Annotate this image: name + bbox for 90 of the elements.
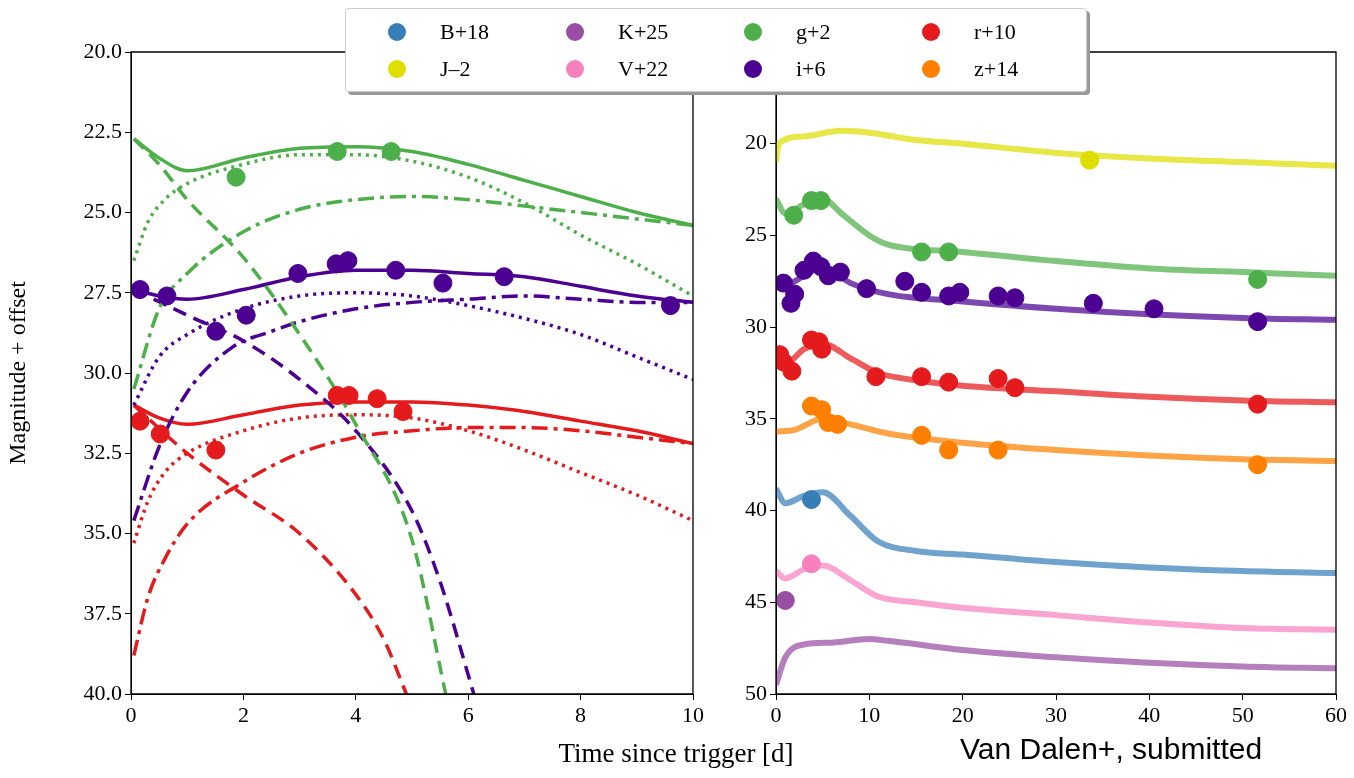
point	[327, 142, 347, 162]
y-tick-label: 37.5	[83, 599, 122, 625]
point	[381, 142, 401, 162]
x-tick-label: 4	[350, 701, 362, 727]
legend-label: z+14	[974, 55, 1019, 82]
y-axis-title: Magnitude + offset	[3, 280, 30, 465]
point	[912, 367, 932, 387]
y-tick-label: 50	[745, 679, 767, 705]
point	[895, 271, 915, 291]
point	[939, 440, 959, 460]
legend-label: J–2	[440, 55, 471, 82]
point	[150, 424, 170, 444]
point	[988, 286, 1008, 306]
x-tick-label: 2	[237, 701, 249, 727]
point	[988, 440, 1008, 460]
point	[939, 242, 959, 262]
y-tick-label: 22.5	[83, 118, 122, 144]
point	[828, 414, 848, 434]
x-tick-label: 8	[575, 701, 587, 727]
y-tick-label: 30	[745, 312, 767, 338]
point	[988, 369, 1008, 388]
point	[338, 251, 358, 271]
point	[386, 260, 406, 280]
point	[494, 267, 514, 287]
point	[812, 339, 832, 359]
x-tick-label: 10	[682, 701, 704, 727]
point	[784, 205, 804, 225]
point	[1005, 288, 1025, 308]
point	[830, 262, 850, 282]
point	[912, 242, 932, 262]
point	[367, 389, 387, 409]
y-tick-label: 32.5	[83, 439, 122, 465]
legend-label: V+22	[618, 55, 669, 82]
point	[939, 372, 959, 392]
point	[785, 284, 805, 304]
y-tick-label: 25.0	[83, 198, 122, 224]
point	[157, 286, 177, 306]
point	[288, 263, 308, 283]
point	[776, 590, 795, 610]
x-tick-label: 6	[462, 701, 474, 727]
point	[661, 296, 681, 316]
x-tick-label: 10	[858, 701, 881, 727]
point	[950, 282, 970, 302]
point	[857, 279, 877, 299]
legend-label: B+18	[440, 18, 490, 45]
y-tick-label: 20.0	[83, 37, 122, 63]
y-tick-label: 35.0	[83, 519, 122, 545]
point	[1083, 293, 1103, 313]
y-tick-label: 20	[745, 129, 767, 155]
legend-label: K+25	[618, 18, 669, 45]
x-tick-label: 60	[1325, 701, 1347, 727]
y-tick-label: 30.0	[83, 358, 122, 384]
point	[206, 440, 226, 460]
y-tick-label: 40	[745, 496, 767, 522]
y-tick-label: 45	[745, 588, 767, 614]
point	[131, 411, 150, 431]
point	[1248, 269, 1268, 289]
y-tick-label: 40.0	[83, 679, 122, 705]
x-tick-label: 0	[770, 701, 782, 727]
point	[801, 490, 821, 510]
point	[801, 554, 821, 574]
legend-label: r+10	[974, 18, 1016, 45]
point	[866, 367, 886, 387]
y-tick-label: 25	[745, 221, 767, 247]
point	[1080, 150, 1100, 170]
point	[206, 321, 226, 341]
point	[1248, 455, 1268, 475]
point	[912, 425, 932, 445]
y-tick-label: 35	[745, 404, 767, 430]
x-tick-label: 40	[1138, 701, 1161, 727]
point	[393, 402, 413, 422]
point	[1248, 312, 1268, 332]
x-axis-title: Time since trigger [d]	[558, 738, 794, 768]
point	[433, 273, 453, 293]
x-tick-label: 20	[951, 701, 974, 727]
text: Van Dalen+, submitted	[960, 732, 1263, 766]
point	[1248, 394, 1268, 414]
legend-label: g+2	[796, 18, 831, 45]
x-tick-label: 50	[1231, 701, 1254, 727]
point	[782, 361, 802, 381]
point	[131, 280, 150, 300]
point	[912, 282, 932, 302]
point	[1144, 299, 1164, 319]
legend-label: i+6	[796, 55, 826, 82]
point	[236, 305, 256, 325]
x-tick-label: 30	[1045, 701, 1067, 727]
y-tick-label: 27.5	[83, 278, 122, 304]
point	[1005, 378, 1025, 398]
point	[226, 167, 246, 187]
x-tick-label: 0	[125, 701, 137, 727]
